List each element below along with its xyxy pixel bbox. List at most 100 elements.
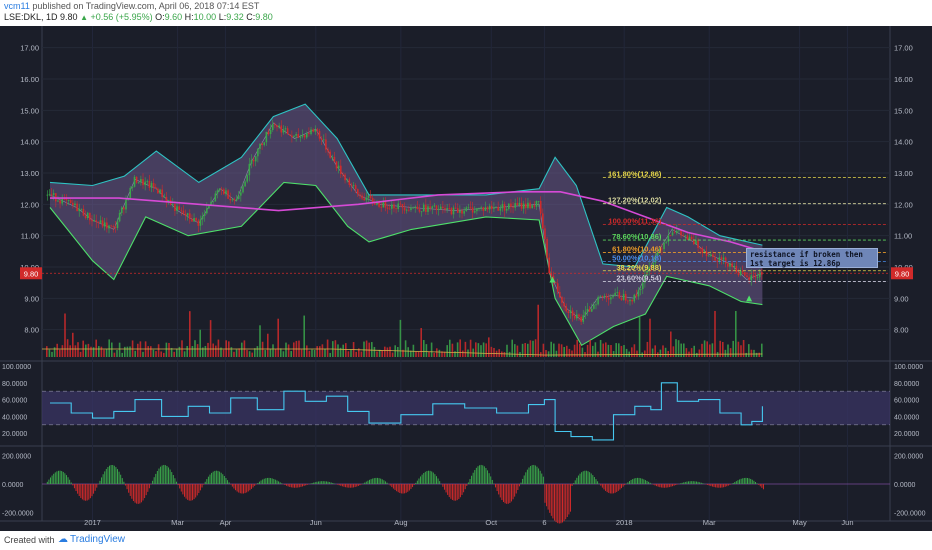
volume-bar — [755, 352, 758, 357]
candle-body — [671, 232, 674, 236]
volume-bar — [308, 350, 311, 357]
price-tick-right: 17.00 — [894, 44, 913, 53]
volume-bar — [376, 351, 378, 357]
candle-body — [74, 203, 76, 206]
volume-bar — [719, 340, 721, 357]
candle-body — [231, 199, 234, 201]
candle-body — [482, 207, 485, 211]
fib-level-label: 127.20%(12.02) — [608, 196, 662, 205]
volume-bar — [321, 344, 324, 357]
volume-bar — [693, 345, 695, 357]
buy-signal-icon — [549, 276, 556, 283]
volume-bar — [438, 349, 441, 357]
candle-body — [569, 310, 572, 314]
bollinger-fill — [50, 104, 763, 346]
author-link[interactable]: vcm11 — [4, 1, 30, 11]
candle-body — [242, 186, 244, 193]
candle-body — [129, 187, 132, 199]
volume-bar — [64, 313, 66, 357]
candle-body — [493, 207, 495, 209]
moving-average-line — [50, 191, 763, 253]
candle-body — [220, 188, 223, 190]
candle-body — [361, 195, 363, 199]
fib-level-label: 161.80%(12.86) — [608, 169, 662, 178]
candle-body — [284, 128, 287, 130]
volume-bar — [111, 342, 113, 357]
oscillator-tick-right: 200.0000 — [894, 454, 923, 461]
candle-body — [216, 190, 219, 194]
oscillator-tick-left: -200.0000 — [2, 510, 34, 517]
candle-body — [561, 296, 563, 303]
change-value: +0.56 (+5.95%) — [90, 12, 153, 22]
volume-bar — [493, 347, 495, 357]
volume-bar — [503, 352, 506, 357]
volume-bar — [204, 345, 207, 357]
candle-body — [505, 208, 508, 211]
candle-body — [120, 207, 123, 214]
candle-body — [261, 143, 263, 146]
volume-bar — [761, 343, 763, 357]
tradingview-logo[interactable]: ☁ TradingView — [58, 534, 125, 545]
volume-bar — [61, 345, 64, 357]
volume-bar — [316, 346, 318, 357]
candle-body — [486, 207, 489, 210]
change-up-icon: ▲ — [80, 13, 89, 22]
volume-bar — [389, 346, 391, 357]
candle-body — [446, 208, 448, 210]
volume-bar — [651, 348, 654, 357]
volume-bar — [732, 340, 734, 357]
candle-body — [418, 209, 421, 212]
volume-bar — [360, 351, 363, 357]
candle-body — [720, 257, 723, 260]
time-tick-label: 2018 — [616, 518, 633, 527]
volume-bar — [306, 345, 308, 357]
candle-body — [265, 131, 268, 143]
candle-body — [612, 295, 614, 298]
candle-body — [301, 134, 304, 137]
candle-body — [161, 189, 163, 198]
candle-body — [55, 193, 57, 202]
chart-canvas[interactable]: 17.00 17.00 16.00 16.00 15.00 15.00 14.00 14.00… — [0, 26, 932, 531]
candle-body — [218, 188, 221, 191]
volume-bar — [706, 341, 708, 357]
volume-bar — [126, 346, 129, 357]
volume-bar — [441, 351, 443, 357]
volume-bar — [191, 346, 194, 357]
volume-bar — [750, 349, 753, 357]
volume-bar — [456, 342, 459, 357]
rsi-tick-left: 100.0000 — [2, 364, 31, 371]
candle-body — [429, 206, 431, 209]
candle-body — [444, 208, 446, 210]
volume-bar — [202, 347, 204, 357]
volume-bar — [748, 344, 750, 357]
candle-body — [624, 293, 627, 301]
time-tick-label: Aug — [394, 518, 407, 527]
candle-body — [695, 240, 697, 245]
time-tick-label: Mar — [703, 518, 716, 527]
volume-bar — [727, 344, 729, 357]
volume-bar — [378, 349, 381, 357]
volume-bar — [480, 345, 482, 357]
candle-body — [46, 194, 49, 196]
volume-bar — [430, 342, 433, 357]
volume-bar — [758, 352, 760, 357]
volume-bar — [290, 351, 292, 357]
candle-body — [610, 297, 612, 300]
volume-bar — [477, 343, 480, 357]
oscillator-tick-left: 200.0000 — [2, 454, 31, 461]
candle-body — [637, 290, 640, 297]
candle-body — [476, 208, 478, 212]
time-tick-label: Mar — [171, 518, 184, 527]
rsi-tick-right: 40.0000 — [894, 414, 919, 421]
volume-bar — [246, 349, 248, 357]
candle-body — [748, 277, 750, 281]
candle-body — [473, 211, 476, 213]
candle-body — [580, 316, 582, 322]
candle-body — [206, 208, 208, 214]
low-label: L: — [218, 12, 227, 22]
volume-bar — [100, 346, 103, 357]
volume-bar — [373, 346, 376, 357]
volume-bar — [95, 339, 97, 357]
candle-body — [478, 207, 480, 209]
candle-body — [157, 188, 159, 194]
